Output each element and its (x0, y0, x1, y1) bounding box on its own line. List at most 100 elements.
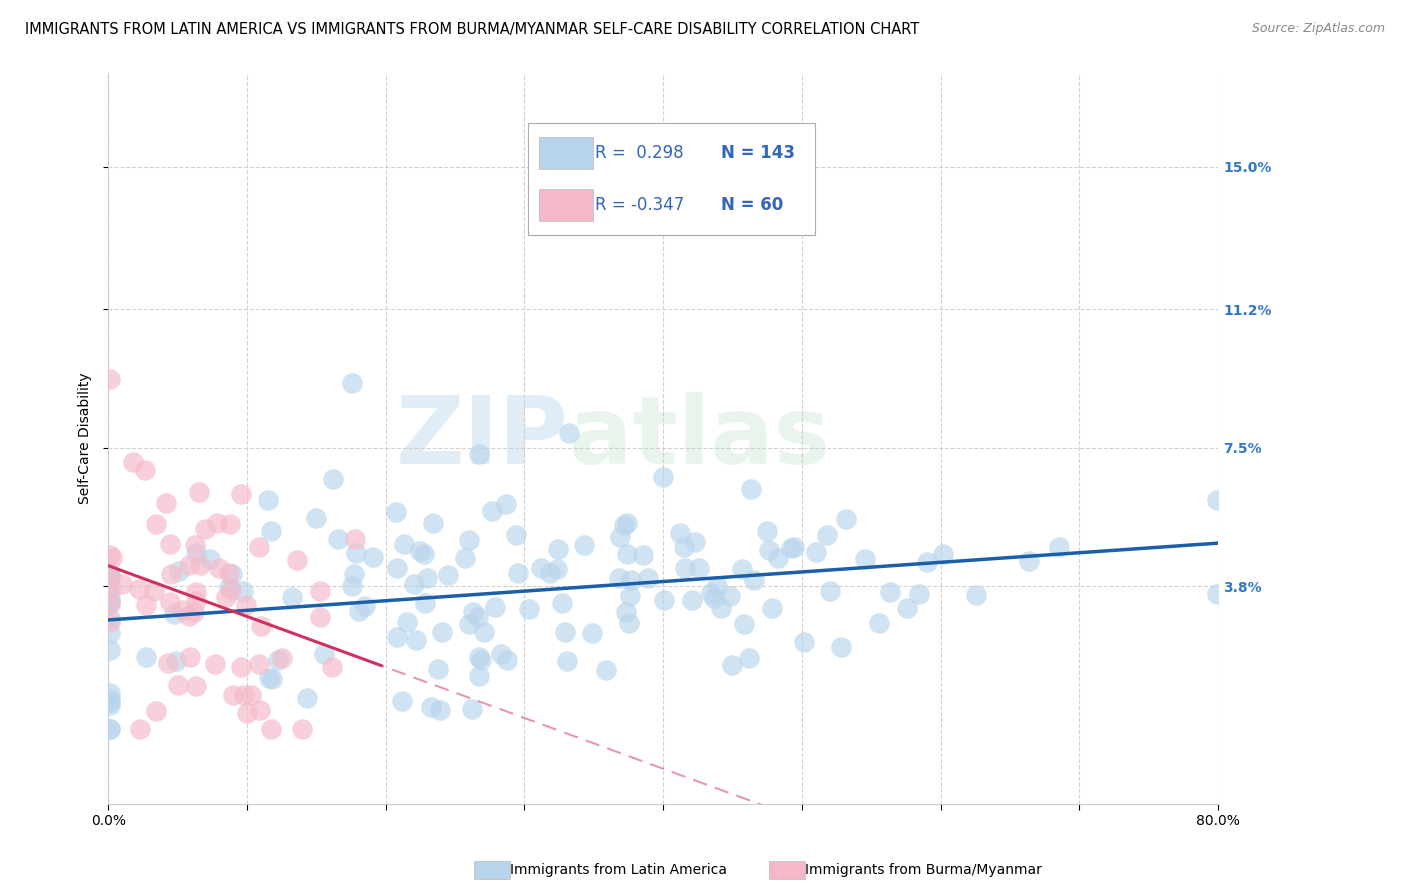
Point (495, 497, 517, 511)
Point (98, 722, 121, 736)
Point (652, 592, 675, 607)
Point (804, 544, 827, 558)
Point (183, 538, 205, 552)
Point (581, 626, 603, 640)
Point (326, 532, 349, 546)
Point (616, 547, 638, 561)
Point (98, 595, 121, 609)
Point (557, 654, 579, 668)
Point (291, 722, 314, 736)
Point (249, 619, 271, 633)
Point (484, 600, 506, 615)
Point (183, 605, 205, 619)
Point (419, 700, 441, 714)
Point (530, 560, 553, 574)
Point (468, 649, 491, 664)
Point (198, 552, 221, 566)
Point (134, 463, 156, 477)
Point (489, 647, 512, 661)
Point (98, 597, 121, 611)
Point (408, 544, 430, 558)
Point (915, 555, 938, 569)
Point (718, 590, 741, 604)
Point (249, 703, 271, 717)
Point (391, 694, 413, 708)
Point (467, 447, 489, 461)
Point (620, 574, 643, 588)
Point (186, 594, 208, 608)
Point (437, 567, 460, 582)
Point (673, 561, 696, 575)
Point (572, 538, 595, 552)
Point (135, 599, 157, 613)
Point (879, 585, 901, 599)
Point (868, 615, 890, 630)
Point (733, 617, 755, 632)
Point (98, 686, 121, 700)
Point (506, 566, 529, 580)
Point (260, 672, 283, 686)
Point (204, 657, 226, 672)
Point (187, 485, 209, 500)
Point (551, 596, 574, 610)
Point (98, 581, 121, 595)
Point (221, 566, 243, 581)
Point (907, 587, 929, 601)
Point (1047, 540, 1070, 554)
Text: ZIP: ZIP (396, 392, 569, 484)
Point (404, 577, 426, 591)
Point (215, 590, 238, 604)
Point (413, 547, 436, 561)
Point (683, 535, 706, 549)
Point (167, 564, 190, 578)
Point (98, 566, 121, 580)
Point (651, 470, 673, 484)
Point (98, 568, 121, 582)
Point (101, 551, 124, 566)
Point (184, 585, 207, 599)
Point (761, 601, 783, 615)
Point (257, 671, 280, 685)
Point (546, 562, 568, 576)
Point (619, 589, 641, 603)
Point (344, 546, 367, 560)
Point (517, 602, 540, 616)
Point (613, 518, 636, 533)
Point (461, 702, 484, 716)
Point (703, 591, 725, 605)
Point (931, 547, 953, 561)
Point (430, 624, 453, 639)
Point (347, 603, 370, 617)
Point (322, 472, 344, 486)
Point (758, 542, 780, 557)
Point (98, 610, 121, 624)
Text: Immigrants from Latin America: Immigrants from Latin America (509, 863, 727, 877)
Point (738, 651, 761, 665)
Point (184, 546, 207, 560)
Point (98, 643, 121, 657)
Y-axis label: Self-Care Disability: Self-Care Disability (79, 373, 93, 504)
Point (159, 566, 181, 581)
Point (558, 426, 581, 441)
Point (1205, 492, 1227, 507)
Point (385, 561, 408, 575)
Point (219, 582, 242, 597)
Point (98, 695, 121, 709)
Point (122, 455, 145, 469)
Point (259, 524, 281, 538)
Point (780, 541, 803, 555)
Point (538, 566, 561, 580)
Point (413, 596, 436, 610)
Point (98, 589, 121, 603)
Point (321, 659, 343, 673)
Text: R =  0.298: R = 0.298 (595, 145, 683, 162)
Point (395, 615, 418, 629)
Point (179, 650, 201, 665)
Text: Source: ZipAtlas.com: Source: ZipAtlas.com (1251, 22, 1385, 36)
Point (458, 617, 481, 632)
Point (309, 584, 332, 599)
Point (312, 647, 335, 661)
Point (405, 632, 427, 647)
Point (547, 541, 569, 556)
Point (344, 532, 367, 546)
